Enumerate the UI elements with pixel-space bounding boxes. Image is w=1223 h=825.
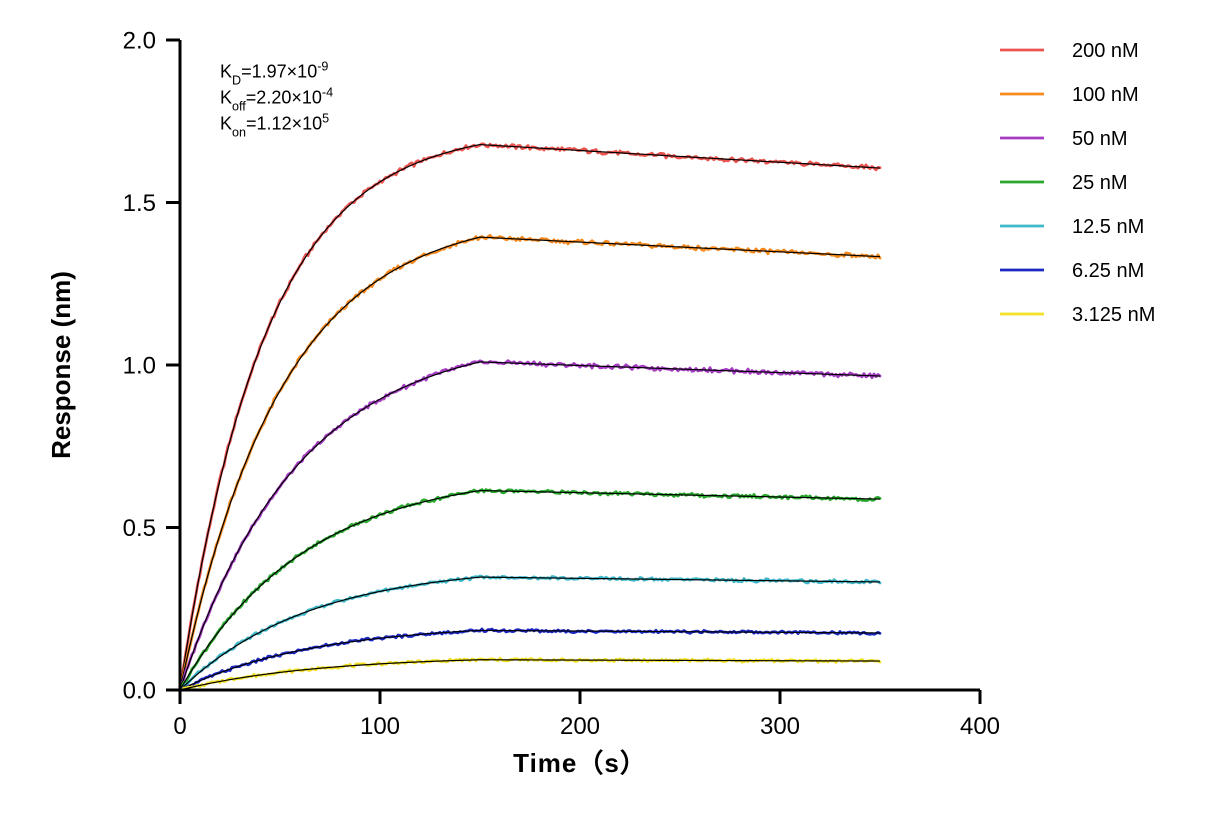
x-tick-label: 0	[173, 713, 186, 740]
legend-label: 100 nM	[1072, 84, 1139, 106]
legend-label: 25 nM	[1072, 172, 1128, 194]
y-tick-label: 0.5	[123, 515, 156, 542]
y-tick-label: 2.0	[123, 27, 156, 54]
y-tick-label: 1.5	[123, 190, 156, 217]
x-axis-label: Time（s）	[513, 748, 647, 778]
legend-label: 3.125 nM	[1072, 304, 1155, 326]
binding-kinetics-chart: 0 100 200 300 400 0.0 0.5 1.0 1.5 2.0 Time（s） Respo…	[0, 0, 1223, 825]
legend-label: 50 nM	[1072, 128, 1128, 150]
x-tick-label: 400	[960, 713, 1000, 740]
legend-label: 200 nM	[1072, 40, 1139, 62]
y-tick-label: 0.0	[123, 677, 156, 704]
y-tick-label: 1.0	[123, 352, 156, 379]
x-tick-label: 200	[560, 713, 600, 740]
legend-label: 12.5 nM	[1072, 216, 1144, 238]
legend-label: 6.25 nM	[1072, 260, 1144, 282]
x-tick-label: 100	[360, 713, 400, 740]
chart-svg: 0 100 200 300 400 0.0 0.5 1.0 1.5 2.0 Time（s） Respo…	[0, 0, 1223, 825]
x-tick-label: 300	[760, 713, 800, 740]
y-axis-label: Response (nm)	[46, 271, 76, 459]
